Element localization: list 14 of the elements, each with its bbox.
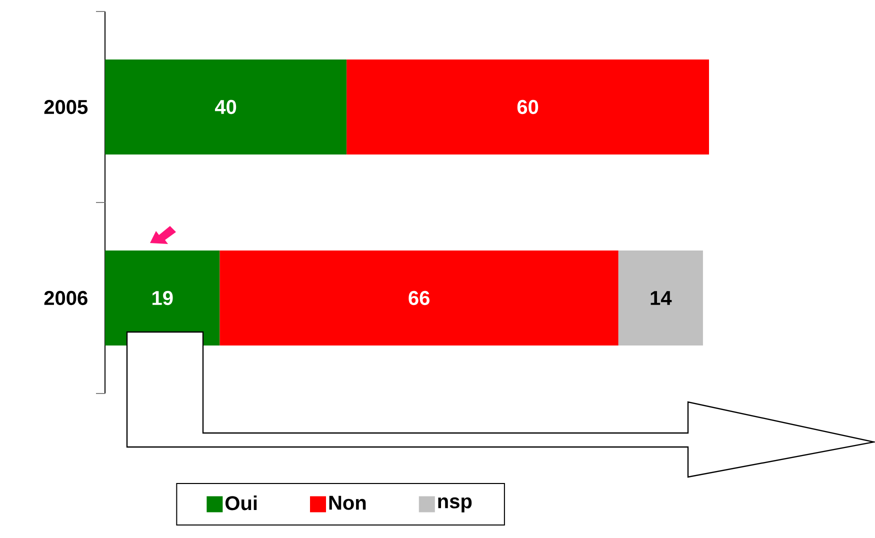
legend-label: nsp xyxy=(438,497,472,512)
legend-label: Non xyxy=(329,496,366,510)
data-label: 66 xyxy=(408,290,430,306)
data-label: 60 xyxy=(517,100,538,114)
data-label: 40 xyxy=(214,100,236,114)
data-label: 14 xyxy=(650,291,672,305)
bar xyxy=(346,60,710,155)
y-tick-label: 2005 xyxy=(44,100,88,114)
data-label: 19 xyxy=(152,290,173,306)
bar xyxy=(220,250,618,346)
legend-label: Oui xyxy=(225,496,257,510)
bar xyxy=(105,60,347,155)
bar xyxy=(618,250,703,346)
y-tick-label: 2006 xyxy=(44,290,88,306)
